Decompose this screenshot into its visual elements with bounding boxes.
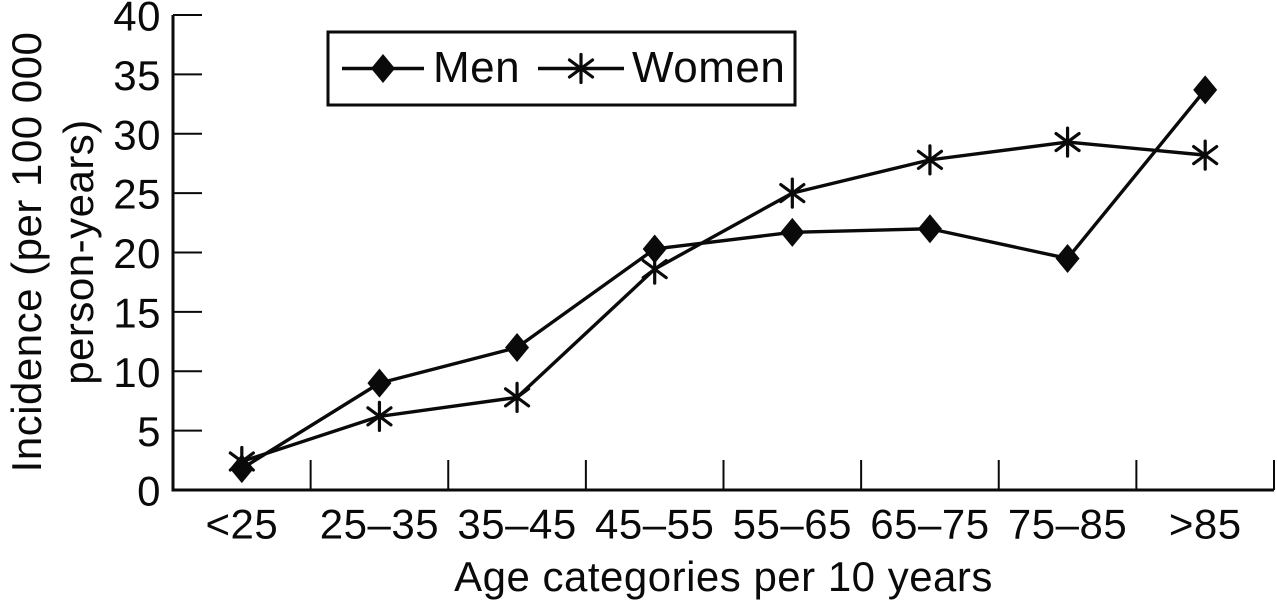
data-point-diamond-men <box>1055 243 1080 273</box>
y-tick-label: 0 <box>137 468 161 515</box>
y-tick-label: 40 <box>113 0 161 40</box>
x-tick-label: 55–65 <box>733 501 852 548</box>
data-point-diamond-men <box>642 234 667 264</box>
y-tick-label: 30 <box>113 111 161 158</box>
data-point-diamond-men <box>1193 75 1218 105</box>
data-point-asterisk-women <box>916 149 944 170</box>
data-point-asterisk-women <box>641 259 668 280</box>
y-tick-label: 25 <box>113 171 161 218</box>
x-tick-label: 35–45 <box>457 501 576 548</box>
legend-label-men: Men <box>433 43 521 92</box>
y-axis-title-line1: Incidence (per 100 000 <box>3 31 50 473</box>
series-line-men <box>240 88 1207 471</box>
data-point-asterisk-women <box>1054 131 1081 153</box>
data-point-diamond-men <box>780 217 805 247</box>
x-axis-title: Age categories per 10 years <box>454 553 993 600</box>
x-tick-label: 75–85 <box>1008 501 1127 548</box>
y-axis-title-line2: person-years) <box>55 119 102 385</box>
y-tick-label: 5 <box>137 408 161 455</box>
y-tick-label: 15 <box>113 289 161 336</box>
legend-label-women: Women <box>632 43 786 92</box>
data-point-diamond-men <box>917 214 942 244</box>
data-point-asterisk-women <box>503 387 531 408</box>
data-point-asterisk-women <box>779 183 806 204</box>
y-tick-label: 35 <box>113 52 161 99</box>
legend-asterisk-icon <box>567 58 595 79</box>
x-tick-label: 45–55 <box>595 501 714 548</box>
series-line-women <box>241 140 1206 464</box>
data-point-diamond-men <box>367 368 392 398</box>
x-tick-label: 65–75 <box>870 501 989 548</box>
legend-diamond-icon <box>371 54 395 83</box>
data-point-asterisk-women <box>228 451 255 472</box>
data-point-diamond-men <box>505 333 530 362</box>
x-tick-label: 25–35 <box>320 501 439 548</box>
data-point-asterisk-women <box>366 406 393 427</box>
y-tick-label: 10 <box>113 349 161 396</box>
x-tick-label: >85 <box>1169 501 1242 548</box>
x-tick-label: <25 <box>205 501 278 548</box>
y-tick-label: 20 <box>113 230 161 277</box>
data-point-asterisk-women <box>1192 145 1219 166</box>
